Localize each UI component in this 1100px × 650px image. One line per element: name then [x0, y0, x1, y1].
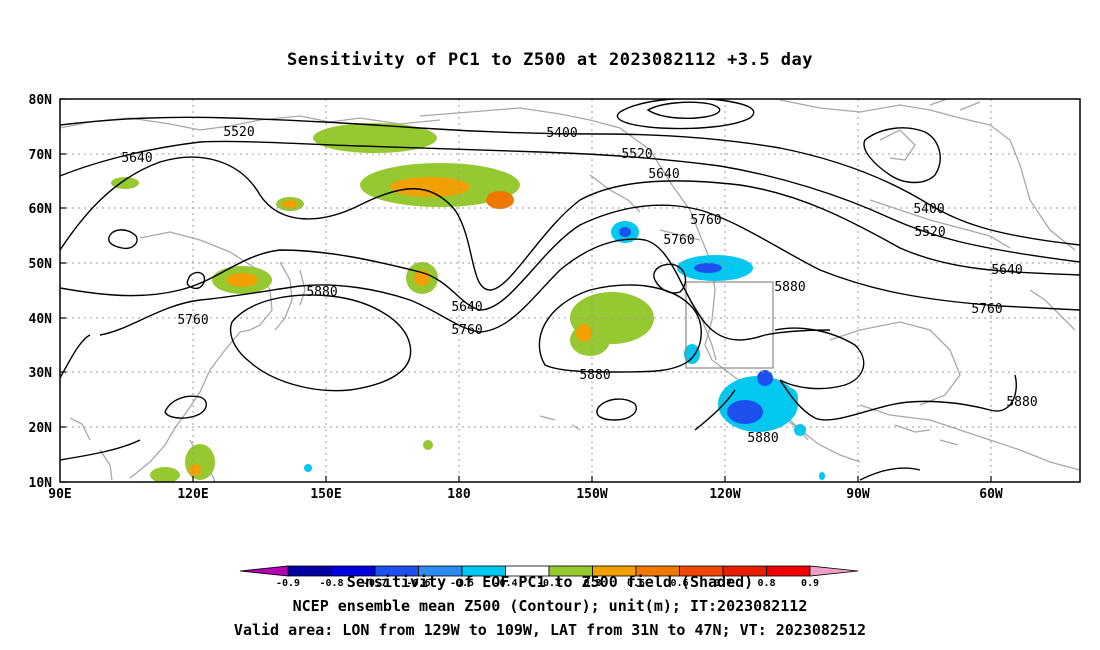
- lon-tick-label: 120W: [709, 487, 740, 502]
- contour-label: 5640: [451, 300, 482, 315]
- shade-negative-10: [304, 464, 312, 472]
- shade-positive-5: [282, 200, 298, 208]
- shade-positive-15: [185, 444, 215, 480]
- lon-tick-label: 60W: [979, 487, 1003, 502]
- contour-label: 5760: [690, 213, 721, 228]
- shade-negative-8: [782, 388, 798, 408]
- shade-positive-17: [423, 440, 433, 450]
- contour-label: 5880: [774, 280, 805, 295]
- lat-tick-label: 40N: [29, 312, 53, 327]
- colorbar-tick-label: -0.7: [363, 578, 387, 589]
- shade-positive-2: [390, 177, 470, 197]
- shade-negative-6: [727, 400, 763, 424]
- colorbar-tick-label: 0.3: [583, 578, 601, 589]
- lat-tick-label: 50N: [29, 257, 53, 272]
- contour-label: 5760: [971, 302, 1002, 317]
- footer-contour-caption: NCEP ensemble mean Z500 (Contour); unit(…: [292, 597, 808, 615]
- lat-tick-label: 70N: [29, 148, 53, 163]
- shade-positive-16: [189, 464, 201, 476]
- colorbar-tick-label: 0.5: [627, 578, 645, 589]
- shade-negative-9: [794, 424, 806, 436]
- axis-ticks: [60, 98, 992, 483]
- colorbar-tick-label: 0.6: [670, 578, 688, 589]
- contour-label: 5400: [546, 126, 577, 141]
- colorbar-tick-label: -0.4: [493, 578, 517, 589]
- shade-positive-13: [576, 324, 592, 342]
- gridlines: [60, 99, 1080, 482]
- contour-label: 5760: [177, 313, 208, 328]
- lat-tick-label: 60N: [29, 202, 53, 217]
- colorbar-tick-label: -0.8: [319, 578, 343, 589]
- colorbar-tick-label: 0.8: [757, 578, 775, 589]
- shade-negative-7: [757, 370, 773, 386]
- contour-label: 5880: [747, 431, 778, 446]
- contour-label: 5520: [621, 147, 652, 162]
- contour-labels: 5520 5640 5400 5520 5640 5400 5520 5760 …: [121, 125, 1037, 446]
- colorbar-tick-label: -0.6: [406, 578, 430, 589]
- shade-positive-3: [486, 191, 514, 209]
- shade-negative-1: [619, 227, 631, 237]
- contour-label: 5640: [991, 263, 1022, 278]
- contour-label: 5640: [648, 167, 679, 182]
- footer-shading-caption: Sensitivity of EOF PC1 to Z500 field (Sh…: [346, 573, 754, 591]
- lon-tick-label: 90E: [48, 487, 71, 502]
- colorbar-tick-label: -0.5: [450, 578, 474, 589]
- z500-contours: [60, 99, 1080, 481]
- sensitivity-shading: [111, 123, 825, 482]
- contour-label: 5760: [451, 323, 482, 338]
- colorbar-tick-label: 0.9: [801, 578, 819, 589]
- lat-tick-label: 20N: [29, 421, 53, 436]
- lon-axis: 90E 120E 150E 180 150W 120W 90W 60W: [48, 487, 1003, 502]
- contour-label: 5880: [1006, 395, 1037, 410]
- shade-positive-8: [226, 273, 258, 287]
- shade-positive-14: [150, 467, 180, 482]
- lat-tick-label: 10N: [29, 476, 53, 491]
- coastlines: [60, 99, 1080, 482]
- shade-negative-3: [694, 263, 722, 273]
- colorbar: -0.9 -0.8 -0.7 -0.6 -0.5 -0.4 -0.3 0.3 0.5 0.6 0.7…: [239, 565, 859, 589]
- lat-tick-label: 80N: [29, 93, 53, 108]
- lat-tick-label: 30N: [29, 366, 53, 381]
- contour-label: 5880: [579, 368, 610, 383]
- contour-label: 5640: [121, 151, 152, 166]
- colorbar-cell: [809, 565, 859, 577]
- shade-positive-6: [111, 177, 139, 189]
- shade-negative-4: [684, 344, 700, 364]
- contour-label: 5520: [223, 125, 254, 140]
- lon-tick-label: 180: [447, 487, 471, 502]
- lon-tick-label: 150W: [576, 487, 607, 502]
- lon-tick-label: 120E: [177, 487, 208, 502]
- lon-tick-label: 90W: [846, 487, 870, 502]
- footer-valid-area-caption: Valid area: LON from 129W to 109W, LAT f…: [233, 621, 867, 639]
- contour-label: 5760: [663, 233, 694, 248]
- shade-negative-11: [819, 472, 825, 480]
- colorbar-tick-label: 0.7: [714, 578, 732, 589]
- contour-label: 5880: [306, 285, 337, 300]
- lon-tick-label: 150E: [310, 487, 341, 502]
- colorbar-tick-label: -0.3: [537, 578, 561, 589]
- colorbar-tick-label: -0.9: [276, 578, 300, 589]
- valid-area-box: [685, 281, 774, 369]
- contour-label: 5400: [913, 202, 944, 217]
- map-title: Sensitivity of PC1 to Z500 at 2023082112…: [286, 50, 813, 70]
- contour-label: 5520: [914, 225, 945, 240]
- plot-frame: [59, 98, 1081, 483]
- lat-axis: 10N 20N 30N 40N 50N 60N 70N 80N: [29, 93, 53, 491]
